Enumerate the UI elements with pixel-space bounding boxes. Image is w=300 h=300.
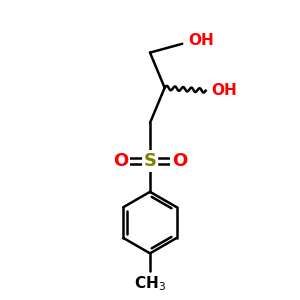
Text: CH$_3$: CH$_3$ xyxy=(134,274,166,292)
Text: O: O xyxy=(172,152,187,170)
Text: OH: OH xyxy=(188,33,214,48)
Text: O: O xyxy=(113,152,128,170)
Text: OH: OH xyxy=(212,83,237,98)
Text: S: S xyxy=(143,152,157,170)
